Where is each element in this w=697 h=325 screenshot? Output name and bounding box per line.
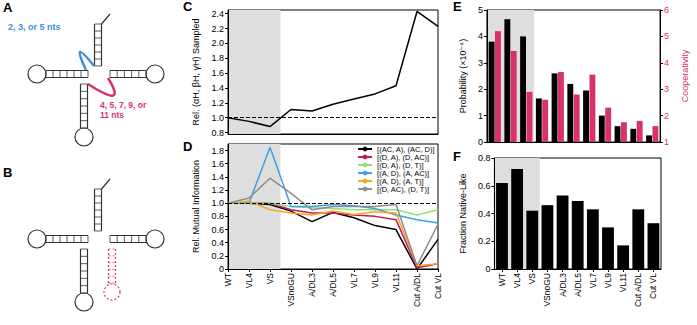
svg-text:[(D, A), (D, AC)]: [(D, A), (D, AC)] xyxy=(377,152,430,162)
svg-text:6: 6 xyxy=(664,5,669,15)
svg-text:0.4: 0.4 xyxy=(211,238,224,248)
svg-text:0.6: 0.6 xyxy=(211,225,224,235)
svg-text:VL9: VL9 xyxy=(370,273,380,288)
svg-text:VSnoGU: VSnoGU xyxy=(542,273,552,307)
svg-text:0.8: 0.8 xyxy=(211,211,224,221)
svg-text:0.6: 0.6 xyxy=(478,181,491,191)
svg-text:2.0: 2.0 xyxy=(211,38,224,48)
svg-text:Cut A/DL: Cut A/DL xyxy=(412,273,422,307)
svg-text:2, 3, or 5 nts: 2, 3, or 5 nts xyxy=(8,22,61,32)
svg-text:Rel. Mutual Information: Rel. Mutual Information xyxy=(191,160,201,253)
svg-text:2.2: 2.2 xyxy=(211,24,224,34)
svg-text:A/DL5: A/DL5 xyxy=(328,273,338,297)
svg-text:Rel. (αH, βH, γH) Sampled: Rel. (αH, βH, γH) Sampled xyxy=(191,19,201,126)
svg-text:1.0: 1.0 xyxy=(211,113,224,123)
svg-text:2.4: 2.4 xyxy=(211,9,224,19)
svg-text:5: 5 xyxy=(664,31,669,41)
svg-text:B: B xyxy=(3,165,12,180)
svg-text:1.6: 1.6 xyxy=(211,159,224,169)
svg-text:A/DL5: A/DL5 xyxy=(573,273,583,297)
svg-text:VL7: VL7 xyxy=(588,273,598,288)
svg-text:WT: WT xyxy=(223,273,233,286)
svg-text:[(D, A), (D, T)]: [(D, A), (D, T)] xyxy=(377,160,424,170)
svg-text:0.4: 0.4 xyxy=(478,209,491,219)
svg-text:4, 5, 7, 9, or11 nts: 4, 5, 7, 9, or11 nts xyxy=(100,100,147,120)
svg-text:1.0: 1.0 xyxy=(211,198,224,208)
svg-text:Cut VL: Cut VL xyxy=(433,273,443,299)
svg-text:Cooperativity: Cooperativity xyxy=(680,49,690,102)
svg-text:1.2: 1.2 xyxy=(211,185,224,195)
svg-text:4: 4 xyxy=(478,31,483,41)
svg-text:VL11: VL11 xyxy=(391,273,401,292)
svg-text:C: C xyxy=(183,0,193,14)
svg-text:1.8: 1.8 xyxy=(211,146,224,156)
svg-text:[(A, D), (A, AC)]: [(A, D), (A, AC)] xyxy=(377,168,430,178)
svg-text:0.8: 0.8 xyxy=(478,153,491,163)
svg-text:VS: VS xyxy=(265,273,275,285)
svg-text:D: D xyxy=(183,140,192,154)
svg-text:5: 5 xyxy=(478,5,483,15)
svg-text:1: 1 xyxy=(478,111,483,121)
svg-text:A: A xyxy=(3,0,13,15)
svg-text:[(D, AC), (D, T)]: [(D, AC), (D, T)] xyxy=(377,185,429,194)
svg-text:0: 0 xyxy=(478,137,483,147)
svg-text:0: 0 xyxy=(219,264,224,274)
svg-text:F: F xyxy=(453,150,461,164)
svg-text:1.8: 1.8 xyxy=(211,53,224,63)
svg-text:VL4: VL4 xyxy=(512,273,522,288)
svg-text:VL7: VL7 xyxy=(349,273,359,288)
svg-text:Cut A/DL: Cut A/DL xyxy=(633,273,643,307)
svg-text:Probability (×10⁻⁴): Probability (×10⁻⁴) xyxy=(458,39,468,113)
svg-text:2: 2 xyxy=(478,84,483,94)
svg-text:0.8: 0.8 xyxy=(211,128,224,138)
svg-text:A/DL3: A/DL3 xyxy=(307,273,317,297)
svg-text:1: 1 xyxy=(664,137,669,147)
svg-text:1.4: 1.4 xyxy=(211,172,224,182)
svg-text:[(A, D), (A, T)]: [(A, D), (A, T)] xyxy=(377,176,424,186)
svg-text:1.6: 1.6 xyxy=(211,68,224,78)
svg-text:VL4: VL4 xyxy=(244,273,254,288)
svg-text:A/DL3: A/DL3 xyxy=(558,273,568,297)
svg-text:2: 2 xyxy=(664,111,669,121)
svg-text:[(AC, A), (AC, D)]: [(AC, A), (AC, D)] xyxy=(377,144,435,154)
svg-text:VS: VS xyxy=(527,273,537,285)
svg-text:E: E xyxy=(453,0,462,14)
svg-text:Cut VL: Cut VL xyxy=(648,273,658,299)
svg-text:Fraction Native-Like: Fraction Native-Like xyxy=(458,173,468,253)
svg-text:1.2: 1.2 xyxy=(211,98,224,108)
svg-text:VL9: VL9 xyxy=(603,273,613,288)
svg-text:WT: WT xyxy=(497,273,507,286)
svg-text:0: 0 xyxy=(485,264,490,274)
svg-text:VL11: VL11 xyxy=(618,273,628,292)
svg-text:0.2: 0.2 xyxy=(211,251,224,261)
svg-text:4: 4 xyxy=(664,58,669,68)
svg-text:3: 3 xyxy=(478,58,483,68)
svg-text:3: 3 xyxy=(664,84,669,94)
svg-text:VSnoGU: VSnoGU xyxy=(286,273,296,307)
svg-text:1.4: 1.4 xyxy=(211,83,224,93)
svg-text:0.2: 0.2 xyxy=(478,236,491,246)
